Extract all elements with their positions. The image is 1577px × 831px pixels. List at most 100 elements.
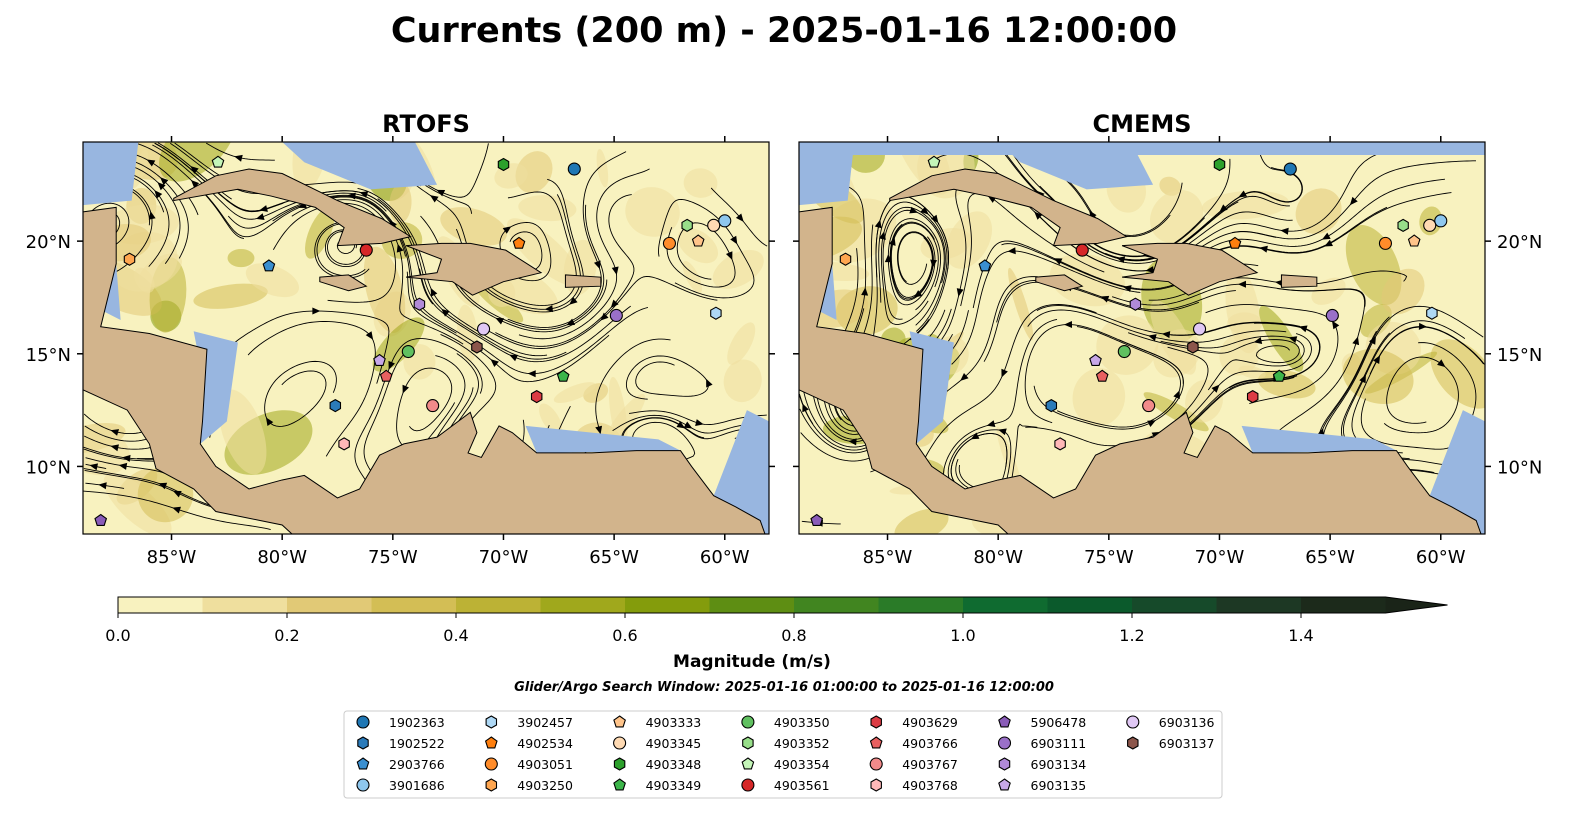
speed-patch	[712, 249, 764, 289]
colorbar-tick-label: 0.8	[781, 626, 806, 645]
legend-label: 2903766	[389, 757, 445, 772]
colorbar: 0.0 0.2 0.4 0.6 0.8 1.0 1.2 1.4	[105, 596, 1448, 645]
streamline-arrow	[1145, 266, 1154, 274]
legend-marker	[741, 757, 755, 770]
legend-marker	[1126, 715, 1140, 729]
streamline-arrow	[1237, 280, 1246, 288]
streamline-arrow	[1211, 384, 1220, 393]
float-marker-4903349	[556, 369, 570, 382]
streamline-arrow	[265, 417, 274, 427]
legend-item: 4903354	[741, 757, 830, 772]
speed-patch	[1257, 369, 1316, 399]
float-marker-3901686	[718, 214, 732, 228]
float-marker-6903136	[477, 322, 491, 336]
legend-item: 4903348	[613, 757, 701, 772]
legend-item: 4903629	[870, 715, 958, 730]
legend-marker	[484, 736, 498, 749]
streamline-arrow	[259, 205, 268, 212]
colorbar-label: Magnitude (m/s)	[673, 652, 831, 672]
legend-label: 4903051	[517, 757, 573, 772]
legend-marker	[998, 778, 1011, 791]
float-marker-1902522	[329, 398, 342, 413]
float-marker-6903111	[609, 308, 623, 323]
legend-item: 4903767	[869, 757, 958, 772]
lon-tick-label: 75°W	[1084, 547, 1134, 568]
streamline-arrow	[569, 296, 578, 305]
lat-tick-label: 10°N	[1497, 457, 1542, 478]
legend-label: 4903629	[902, 715, 958, 730]
speed-patch	[131, 149, 149, 189]
legend-marker	[356, 757, 370, 770]
land-jamaica	[1035, 274, 1084, 292]
speed-patch	[1238, 365, 1266, 379]
legend-item: 3902457	[485, 715, 573, 730]
float-marker-4902534	[512, 236, 526, 249]
float-marker-6903137	[1187, 340, 1199, 354]
float-marker-4903352	[1397, 218, 1409, 233]
float-marker-6903134	[413, 297, 426, 311]
legend-item: 5906478	[998, 715, 1086, 730]
float-marker-6903135	[1089, 353, 1102, 366]
streamline-arrow	[848, 438, 857, 446]
land-puerto-rico	[1280, 274, 1318, 288]
streamline-arrow	[172, 490, 182, 498]
lon-tick-label: 60°W	[700, 547, 750, 568]
legend-item: 6903137	[1127, 736, 1215, 751]
streamline-arrow	[1352, 336, 1360, 346]
float-marker-4903051	[1378, 236, 1392, 250]
legend-label: 6903137	[1159, 736, 1215, 751]
float-marker-4903051	[662, 236, 676, 250]
speed-patch	[506, 218, 581, 286]
streamline-arrow	[157, 182, 166, 191]
streamline-arrow	[172, 506, 181, 514]
float-marker-4903352	[681, 218, 693, 233]
lat-tick-label: 20°N	[1497, 232, 1542, 253]
legend-marker	[484, 757, 498, 771]
streamline-arrow	[312, 307, 321, 315]
streamline-arrow	[1147, 420, 1156, 427]
shallow-shelf	[1241, 425, 1397, 453]
speed-patch	[193, 283, 268, 309]
legend-label: 4903352	[774, 736, 830, 751]
colorbar-bin	[1132, 597, 1217, 613]
streamline-arrow	[429, 195, 439, 203]
speed-patch	[138, 253, 183, 288]
speed-patch	[1049, 253, 1126, 307]
map-panel-cmems: 85°W 80°W 75°W 70°W 65°W 60°W 20°N 15°N 10°N	[793, 136, 1542, 568]
legend-marker	[997, 736, 1012, 750]
legend-marker	[870, 778, 882, 792]
speed-patch	[1150, 189, 1204, 244]
legend-label: 4903345	[646, 736, 702, 751]
speed-patch	[894, 508, 949, 534]
lon-tick-label: 70°W	[1195, 547, 1245, 568]
float-marker-4903766	[1095, 369, 1109, 382]
float-marker-4903348	[1213, 157, 1226, 172]
legend-marker	[356, 778, 370, 792]
lon-tick-label: 65°W	[1305, 547, 1355, 568]
land-jamaica	[319, 274, 368, 292]
colorbar-bin	[625, 597, 710, 613]
legend-marker	[998, 757, 1011, 771]
legend-marker	[742, 736, 754, 750]
float-marker-3902457	[710, 306, 722, 320]
streamline-arrow	[388, 360, 395, 370]
float-marker-4903561	[359, 243, 373, 257]
streamline-arrow	[735, 213, 744, 222]
legend-item: 2903766	[356, 757, 445, 772]
float-marker-1902363	[567, 162, 581, 176]
streamline-arrow	[1173, 390, 1180, 399]
streamline-arrow	[956, 288, 964, 297]
legend-marker	[613, 757, 626, 771]
streamline-arrow	[610, 299, 619, 308]
speed-patch	[1430, 339, 1485, 409]
streamline-arrow	[960, 373, 969, 381]
colorbar-bin	[287, 597, 372, 613]
colorbar-tick-label: 1.4	[1288, 626, 1313, 645]
legend-item: 6903135	[998, 778, 1086, 793]
streamline-arrow	[1369, 335, 1376, 345]
float-marker-5906478	[94, 513, 108, 526]
float-marker-3901686	[1434, 214, 1448, 228]
legend-marker	[613, 715, 626, 728]
streamline-arrow	[89, 463, 99, 471]
speed-patch	[608, 376, 628, 451]
